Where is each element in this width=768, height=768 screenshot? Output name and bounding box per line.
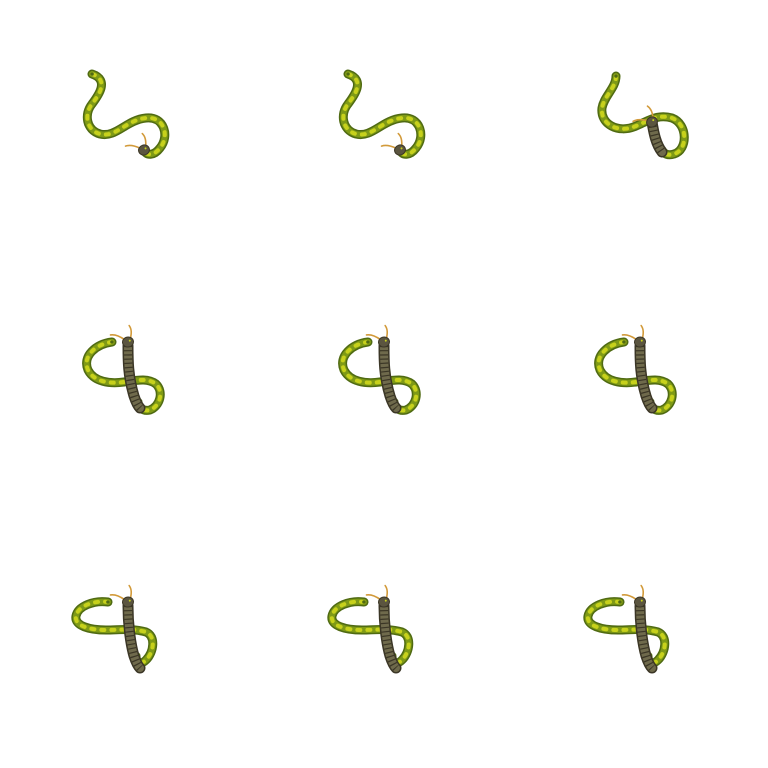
snake-head bbox=[365, 584, 390, 608]
snake-body-spots bbox=[341, 72, 423, 157]
snake-sprite bbox=[597, 71, 689, 160]
snake-head-shape bbox=[378, 596, 390, 608]
sprite-frame bbox=[512, 0, 768, 256]
snake-body-spots bbox=[85, 72, 167, 157]
snake-sprite bbox=[71, 584, 158, 674]
snake-head bbox=[365, 324, 390, 348]
snake-belly-stripes bbox=[648, 121, 666, 155]
horn-right bbox=[141, 132, 147, 147]
snake-belly-stripes bbox=[124, 345, 143, 411]
snake-head bbox=[109, 584, 134, 608]
horn-left bbox=[621, 593, 638, 601]
snake-tail bbox=[618, 600, 622, 604]
snake-belly-stripes bbox=[380, 345, 399, 411]
snake-body-spots bbox=[340, 340, 419, 413]
snake-head bbox=[124, 132, 150, 156]
snake-sprite bbox=[327, 584, 414, 674]
snake-belly-stripes bbox=[380, 605, 399, 671]
sprite-frame bbox=[0, 0, 256, 256]
snake-head bbox=[621, 584, 646, 608]
snake-head-shape bbox=[378, 336, 390, 348]
snake-tail bbox=[346, 72, 350, 76]
snake-head-shape bbox=[122, 596, 134, 608]
horn-left bbox=[632, 118, 649, 123]
snake-head-shape bbox=[138, 144, 150, 156]
snake-tail bbox=[90, 72, 94, 76]
horn-left bbox=[124, 144, 141, 150]
snake-sprite bbox=[82, 324, 165, 415]
snake-tail bbox=[110, 340, 114, 344]
sprite-frame bbox=[0, 256, 256, 512]
horn-left bbox=[365, 333, 382, 341]
snake-eye bbox=[640, 339, 643, 342]
snake-head bbox=[380, 132, 406, 156]
snake-head-shape bbox=[394, 144, 406, 156]
snake-belly-stripes bbox=[636, 605, 655, 671]
snake-sprite bbox=[338, 324, 421, 415]
snake-eye bbox=[144, 147, 147, 150]
snake-belly-stripes bbox=[636, 345, 655, 411]
snake-sprite bbox=[82, 69, 170, 159]
snake-head bbox=[621, 324, 646, 348]
snake-tail bbox=[614, 74, 618, 78]
snake-tail bbox=[622, 340, 626, 344]
sprite-frame bbox=[256, 256, 512, 512]
sprite-frame bbox=[512, 512, 768, 768]
snake-eye bbox=[640, 599, 643, 602]
snake-head bbox=[109, 324, 134, 348]
horn-left bbox=[365, 593, 382, 601]
snake-eye bbox=[400, 147, 403, 150]
snake-tail bbox=[106, 600, 110, 604]
snake-eye bbox=[128, 599, 131, 602]
sprite-frame bbox=[512, 256, 768, 512]
horn-left bbox=[621, 333, 638, 341]
snake-head-shape bbox=[122, 336, 134, 348]
snake-head-shape bbox=[634, 596, 646, 608]
snake-head bbox=[632, 105, 658, 128]
horn-left bbox=[380, 144, 397, 150]
snake-eye bbox=[128, 339, 131, 342]
sprite-frame bbox=[256, 512, 512, 768]
sprite-frame bbox=[0, 512, 256, 768]
horn-right bbox=[397, 132, 403, 147]
snake-head-shape bbox=[634, 336, 646, 348]
snake-eye bbox=[384, 599, 387, 602]
snake-body-spots bbox=[596, 340, 675, 413]
snake-body-spots bbox=[84, 340, 163, 413]
snake-head-shape bbox=[646, 116, 658, 128]
horn-left bbox=[109, 593, 126, 601]
snake-tail bbox=[362, 600, 366, 604]
snake-sprite bbox=[594, 324, 677, 415]
snake-sprite bbox=[338, 69, 426, 159]
snake-belly-stripes bbox=[124, 605, 143, 671]
snake-eye bbox=[652, 119, 655, 122]
snake-sprite bbox=[583, 584, 670, 674]
snake-tail bbox=[366, 340, 370, 344]
sprite-frame bbox=[256, 0, 512, 256]
horn-left bbox=[109, 333, 126, 341]
snake-eye bbox=[384, 339, 387, 342]
